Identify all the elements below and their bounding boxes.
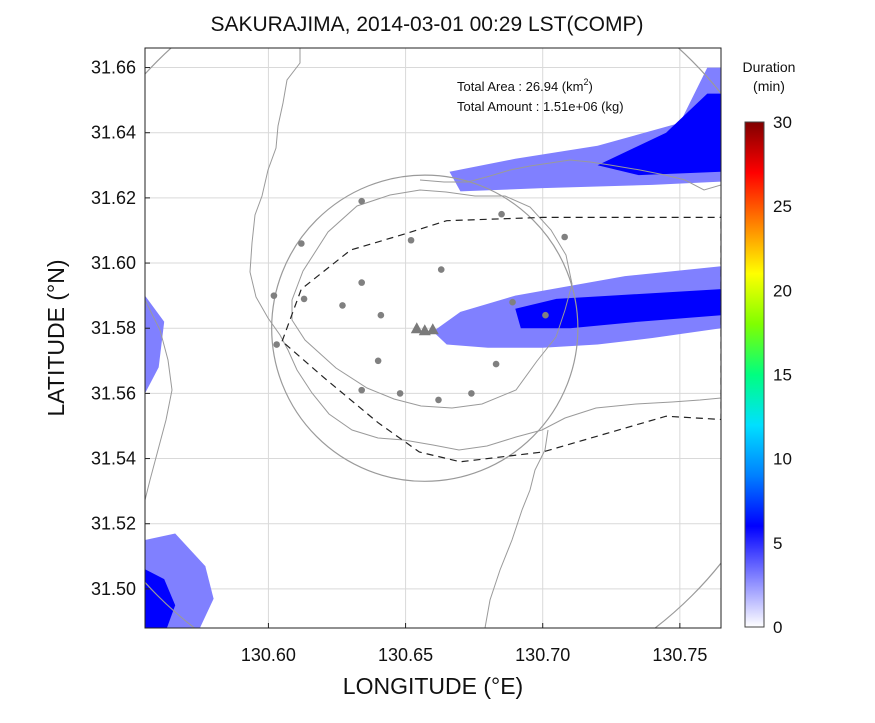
colorbar-tick-label: 0 xyxy=(773,618,782,637)
x-axis-title: LONGITUDE (°E) xyxy=(343,673,523,699)
x-tick-label: 130.70 xyxy=(515,645,570,665)
y-tick-label: 31.66 xyxy=(91,58,136,78)
station-dot xyxy=(270,292,278,299)
station-dot xyxy=(509,298,516,306)
station-dot xyxy=(377,311,385,319)
y-axis-title: LATITUDE (°N) xyxy=(43,260,69,417)
osumi-coast xyxy=(484,429,549,628)
station-dot xyxy=(300,295,308,303)
range-circle-0 xyxy=(271,174,579,482)
station-dot xyxy=(339,302,346,309)
station-dot xyxy=(273,341,280,348)
station-dot xyxy=(358,279,365,286)
station-dot xyxy=(358,197,365,205)
plume-west_patch xyxy=(145,295,165,394)
y-tick-label: 31.60 xyxy=(91,253,136,273)
colorbar-tick-label: 5 xyxy=(773,534,782,553)
y-tick-label: 31.50 xyxy=(91,579,136,599)
station-dot xyxy=(435,396,442,404)
x-tick-label: 130.75 xyxy=(652,645,707,665)
y-tick-label: 31.56 xyxy=(91,383,136,403)
stations xyxy=(270,197,568,404)
y-tick-label: 31.64 xyxy=(91,123,136,143)
station-dot xyxy=(468,390,475,397)
deposit-outline xyxy=(281,214,721,463)
colorbar-tick-label: 30 xyxy=(773,113,792,132)
station-dot xyxy=(498,210,505,218)
colorbar-ticks: 0 5 10 15 20 25 30 xyxy=(773,113,792,637)
y-tick-label: 31.58 xyxy=(91,318,136,338)
west-coast xyxy=(145,299,173,501)
colorbar-tick-label: 20 xyxy=(773,281,792,300)
colorbar-gradient xyxy=(744,121,765,628)
x-tick-label: 130.65 xyxy=(378,645,433,665)
station-dot xyxy=(396,390,404,397)
kagoshima-coast xyxy=(249,48,721,451)
station-dot xyxy=(407,236,415,244)
vent-triangle xyxy=(410,322,423,334)
station-dot xyxy=(437,266,445,273)
plume-north_band_core xyxy=(597,93,721,176)
total-area-annotation: Total Area : 26.94 (km2) xyxy=(457,77,593,94)
y-tick-label: 31.62 xyxy=(91,188,136,208)
station-dot xyxy=(374,357,382,365)
total-amount-annotation: Total Amount : 1.51e+06 (kg) xyxy=(457,99,624,114)
station-dot xyxy=(561,233,568,241)
sakurajima-coast xyxy=(291,189,573,409)
coastline xyxy=(145,48,721,628)
vent-triangle xyxy=(426,323,439,335)
colorbar-tick-label: 10 xyxy=(773,450,792,469)
station-dot xyxy=(492,360,500,368)
plot-border xyxy=(144,47,722,629)
range-circles xyxy=(145,48,721,628)
colorbar-title-line2: (min) xyxy=(753,78,785,94)
vent-markers xyxy=(410,322,439,336)
chart-title: SAKURAJIMA, 2014-03-01 00:29 LST(COMP) xyxy=(210,13,643,36)
plume-main_plume_core xyxy=(515,289,721,329)
station-dot xyxy=(358,386,365,394)
station-dot xyxy=(298,240,305,247)
y-ticks: 31.50 31.52 31.54 31.56 31.58 31.60 31.62 31.64… xyxy=(91,58,150,599)
x-tick-label: 130.60 xyxy=(241,645,296,665)
plot-area: 130.60 130.65 130.70 130.75 31.50 31.52 31.54… xyxy=(91,47,722,665)
y-tick-label: 31.52 xyxy=(91,514,136,534)
colorbar-tick-label: 15 xyxy=(773,366,792,385)
x-ticks: 130.60 130.65 130.70 130.75 xyxy=(241,623,707,665)
y-tick-label: 31.54 xyxy=(91,449,136,469)
colorbar-tick-label: 25 xyxy=(773,197,792,216)
colorbar-title-line1: Duration xyxy=(743,59,796,75)
east-coast xyxy=(419,159,721,191)
colorbar: Duration (min) 0 5 10 15 20 25 30 xyxy=(743,59,796,637)
station-dot xyxy=(542,311,549,319)
